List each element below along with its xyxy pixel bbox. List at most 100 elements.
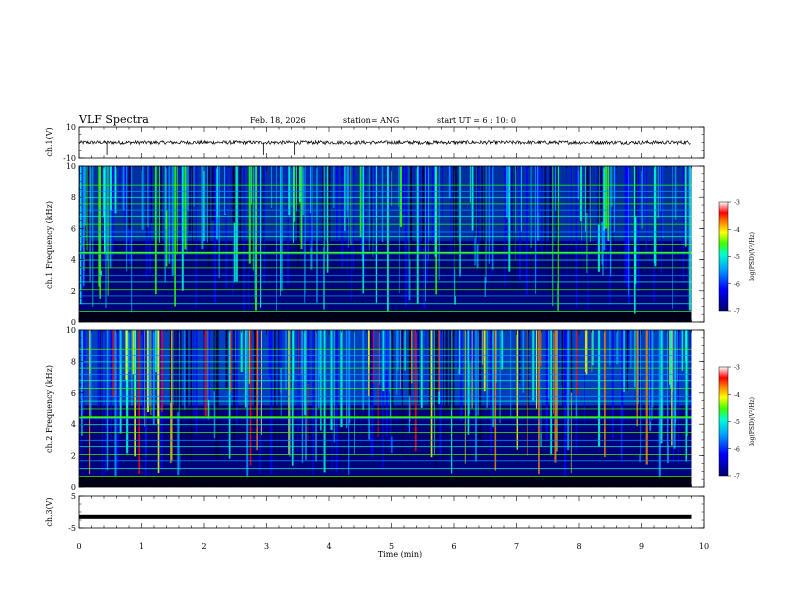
sferic-streak [348,330,350,475]
sferic-streak [345,330,348,429]
y-tick-label: 2 [71,287,76,296]
narrowband-line [79,311,692,312]
sferic-streak [471,166,474,231]
sferic-streak [122,166,125,211]
sferic-streak [491,166,494,270]
y-tick-label: -5 [68,524,76,533]
sferic-streak [168,166,171,264]
sferic-streak [459,166,461,277]
start-ut-label: start UT = 6 : 10: 0 [437,116,516,125]
quiet-gap [445,330,448,411]
sferic-streak [166,166,169,211]
sferic-streak [450,166,452,253]
sferic-streak [603,166,605,231]
sferic-streak [316,166,318,303]
narrowband-line [79,432,692,433]
colorbar-tick-label: -4 [734,392,740,399]
colorbar-tick-label: -4 [734,227,740,234]
quiet-gap [215,330,217,456]
sferic-streak [128,330,130,372]
sferic-streak [657,166,659,219]
sferic-streak [410,330,413,384]
ch3-ylabel: ch.3(V) [45,497,54,526]
sferic-streak [253,166,256,276]
sferic-streak [499,330,501,424]
colorbar-tick-label: -7 [734,309,740,316]
sferic-streak [193,166,195,208]
narrowband-line [79,209,692,211]
sferic-streak [458,330,461,375]
sferic-streak [225,166,228,289]
sferic-streak [389,166,392,210]
sferic-streak [557,166,559,311]
quiet-gap [409,166,412,261]
sferic-streak [208,330,211,400]
sferic-streak [667,330,669,379]
sferic-streak [540,330,542,434]
sferic-streak [547,330,550,399]
sferic-streak [530,166,532,248]
narrowband-line [79,348,692,350]
quiet-gap [216,330,219,462]
narrowband-line [79,373,692,375]
sferic-streak [401,166,405,214]
quiet-gap [169,330,172,403]
sferic-streak [535,166,537,280]
narrowband-line [79,476,692,477]
x-tick-label: 1 [139,542,144,551]
colorbar-tick-label: -7 [734,474,740,481]
sferic-streak [382,330,384,470]
sferic-streak [538,166,540,214]
sferic-streak [626,166,629,287]
sferic-streak [556,330,558,452]
quiet-gap [570,330,573,393]
quiet-gap [476,166,479,245]
sferic-streak [575,166,577,277]
quiet-gap [239,166,241,276]
sferic-streak [485,330,487,443]
sferic-streak [161,330,163,412]
sferic-streak [438,330,440,392]
quiet-gap [437,330,439,442]
sferic-streak [304,330,306,416]
sferic-streak [439,330,442,456]
x-axis-label: Time (min) [378,550,422,559]
sferic-streak [213,166,216,303]
sferic-streak [469,330,472,363]
sferic-streak [611,330,614,439]
sferic-streak [688,166,691,311]
sferic-streak [214,330,216,391]
sferic-streak [651,330,653,421]
sferic-streak [642,166,645,219]
sferic-streak [660,166,663,275]
sferic-streak [368,330,370,397]
sferic-streak [614,166,617,234]
narrowband-line [79,388,692,389]
sferic-streak [305,330,307,461]
narrowband-line [79,424,692,426]
colorbar-tick-label: -5 [734,254,740,261]
sferic-streak [660,330,663,444]
sferic-streak [88,330,91,475]
sferic-streak [684,166,687,247]
sferic-streak [280,166,283,291]
x-tick-label: 5 [389,542,394,551]
sferic-streak [681,330,684,371]
quiet-gap [253,330,257,429]
sferic-streak [645,330,648,465]
sferic-streak [298,166,301,203]
sferic-streak [277,330,279,396]
quiet-gap [434,330,437,469]
quiet-gap [213,330,215,392]
y-tick-label: 10 [66,123,76,132]
sferic-streak [431,166,434,244]
quiet-gap [612,166,614,265]
y-tick-label: 4 [71,420,76,429]
sferic-streak [292,330,295,381]
sferic-streak [364,166,366,278]
sferic-streak [131,166,133,313]
quiet-gap [600,166,603,222]
sferic-streak [516,330,519,450]
sferic-streak [304,166,306,303]
sferic-streak [577,166,579,200]
